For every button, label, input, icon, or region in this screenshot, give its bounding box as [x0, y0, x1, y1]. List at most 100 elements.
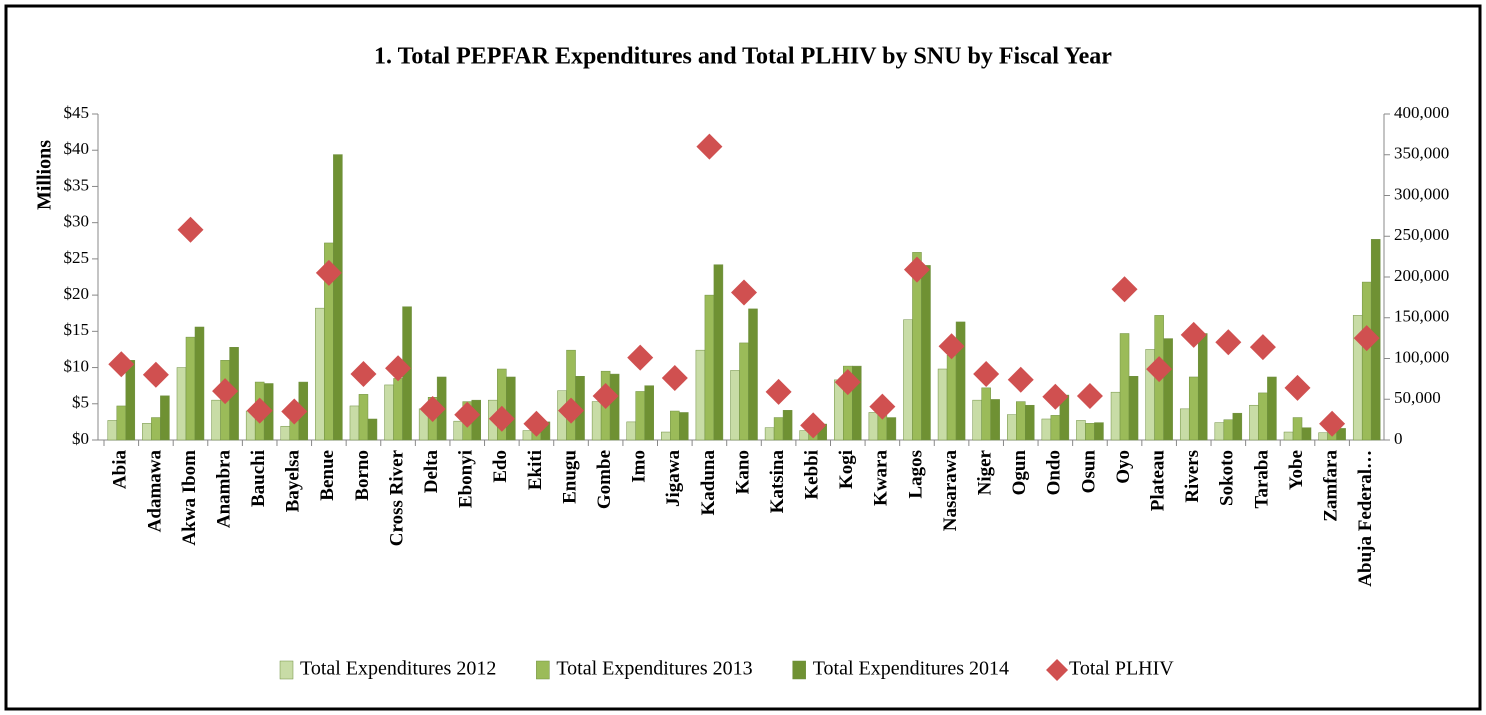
bar: [107, 420, 118, 441]
bar: [591, 401, 602, 441]
y2-tick-label: 200,000: [1394, 266, 1449, 285]
y2-tick-label: 150,000: [1394, 307, 1449, 326]
plhiv-marker: [1042, 383, 1069, 410]
y2-tick-label: 50,000: [1394, 388, 1441, 407]
x-tick-label: Bauchi: [248, 450, 269, 507]
x-tick-label: Kebbi: [802, 450, 823, 500]
bar: [1128, 375, 1139, 441]
bar: [990, 399, 1000, 441]
plhiv-marker: [731, 279, 757, 306]
x-tick-label: Imo: [629, 450, 650, 483]
x-tick-label: Ebonyi: [456, 450, 477, 508]
bar: [1283, 431, 1294, 441]
plhiv-marker: [973, 360, 1000, 387]
legend-label: Total Expenditures 2013: [556, 658, 752, 680]
plhiv-marker: [419, 396, 446, 423]
plhiv-marker: [246, 397, 273, 424]
x-tick-label: Adamawa: [144, 450, 165, 533]
bar: [609, 373, 620, 441]
y-tick-label: $45: [64, 103, 90, 122]
bar: [1119, 333, 1130, 441]
x-tick-label: Sokoto: [1217, 450, 1238, 506]
legend-label: Total Expenditures 2012: [300, 658, 496, 680]
bar: [704, 294, 715, 441]
bar: [1076, 420, 1086, 441]
plhiv-marker: [800, 412, 827, 439]
bar: [852, 365, 862, 441]
plhiv-marker: [454, 401, 481, 428]
legend-label: Total PLHIV: [1069, 658, 1174, 680]
legend-marker: [1046, 659, 1069, 681]
bar: [142, 423, 152, 441]
bar: [1110, 391, 1121, 441]
bar: [1085, 423, 1095, 441]
bar: [1361, 281, 1372, 441]
bar: [358, 394, 369, 441]
x-tick-label: Kaduna: [698, 450, 719, 516]
legend-label: Total Expenditures 2014: [813, 658, 1009, 680]
bar: [211, 399, 221, 441]
bar: [151, 417, 161, 441]
bar: [349, 405, 360, 441]
bar: [194, 326, 205, 441]
legend-swatch: [279, 660, 294, 680]
plhiv-marker: [212, 378, 239, 405]
x-tick-label: Benue: [317, 450, 338, 501]
plhiv-marker: [350, 360, 377, 387]
bar: [315, 307, 325, 441]
y-tick-label: $30: [64, 212, 90, 231]
x-tick-label: Ekiti: [525, 450, 546, 490]
bar: [739, 342, 749, 441]
x-tick-label: Kwara: [871, 450, 892, 506]
bar: [384, 384, 394, 441]
x-tick-label: Cross River: [386, 449, 407, 546]
bar: [1197, 333, 1208, 441]
bar: [176, 367, 187, 441]
bar: [921, 265, 931, 441]
bar: [679, 412, 689, 441]
plhiv-marker: [661, 365, 688, 392]
bar: [868, 412, 879, 441]
y2-tick-label: 100,000: [1394, 347, 1449, 366]
plhiv-marker: [903, 256, 930, 283]
y-tick-label: $25: [64, 248, 90, 267]
bar: [782, 410, 793, 441]
y2-tick-label: 350,000: [1394, 144, 1449, 163]
chart-title: 1. Total PEPFAR Expenditures and Total P…: [374, 44, 1112, 70]
plhiv-marker: [488, 405, 515, 432]
x-tick-label: Akwa Ibom: [179, 450, 200, 546]
x-tick-label: Yobe: [1286, 450, 1307, 490]
legend-swatch: [792, 660, 806, 680]
bar: [367, 418, 378, 441]
y-tick-label: $35: [64, 175, 90, 194]
x-tick-label: Katsina: [767, 450, 788, 514]
legend-swatch: [536, 660, 550, 680]
bar: [764, 427, 775, 441]
plhiv-marker: [1284, 374, 1311, 401]
x-tick-label: Abuja Federal…: [1355, 450, 1376, 587]
plhiv-marker: [592, 382, 619, 409]
bar: [1214, 422, 1225, 441]
bar: [903, 319, 913, 441]
x-tick-label: Plateau: [1147, 450, 1168, 512]
bar: [1258, 392, 1268, 441]
bar: [1050, 415, 1061, 441]
plhiv-marker: [1319, 410, 1346, 437]
bar: [393, 378, 403, 441]
y-tick-label: $5: [72, 393, 89, 412]
bar: [1163, 338, 1173, 441]
plhiv-marker: [1353, 325, 1380, 352]
plhiv-marker: [1146, 356, 1173, 383]
plhiv-marker: [696, 133, 723, 160]
x-tick-label: Kano: [732, 450, 753, 494]
plhiv-marker: [834, 369, 861, 396]
bar: [644, 385, 654, 441]
bar: [1292, 417, 1303, 441]
bar: [773, 417, 784, 441]
x-tick-label: Edo: [490, 450, 511, 483]
bar: [1016, 401, 1026, 441]
bar: [1179, 408, 1190, 441]
x-tick-label: Ondo: [1044, 450, 1065, 495]
y-tick-label: $0: [72, 429, 89, 448]
